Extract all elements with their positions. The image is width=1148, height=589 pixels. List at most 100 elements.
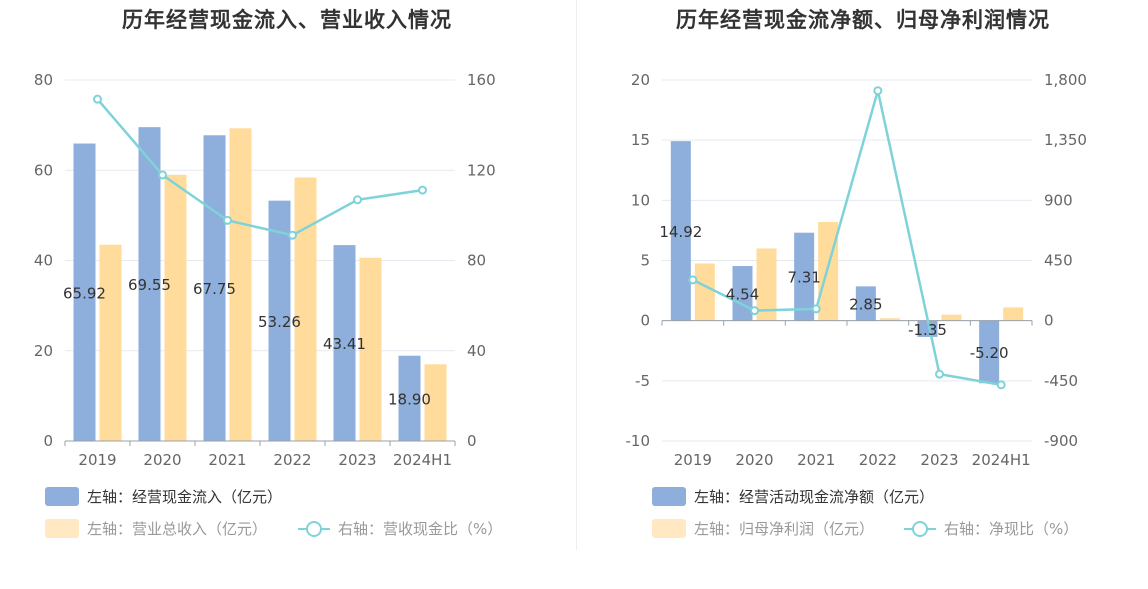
legend-item-revenue[interactable]: 左轴：营业总收入（亿元）: [45, 518, 267, 539]
ratio-point: [353, 195, 362, 205]
bar-data-label: 67.75: [193, 280, 236, 298]
bar-data-label: 53.26: [258, 313, 301, 331]
y-left-tick-label: 40: [34, 252, 53, 270]
bar-data-label: 43.41: [323, 335, 366, 353]
x-tick-label: 2024H1: [972, 451, 1031, 469]
legend-label: 左轴：经营活动现金流净额（亿元）: [694, 488, 935, 506]
bar: [73, 143, 96, 441]
y-right-tick-label: 80: [467, 252, 486, 270]
y-left-tick-label: 80: [34, 71, 53, 89]
x-tick-label: 2019: [674, 451, 712, 469]
bar: [979, 320, 1000, 384]
y-right-tick-label: 0: [1044, 312, 1054, 330]
y-right-tick-label: 450: [1044, 252, 1073, 270]
ratio-point: [223, 215, 232, 225]
x-tick-label: 2022: [273, 451, 311, 469]
bar: [879, 318, 900, 321]
bar: [229, 128, 252, 441]
bar: [794, 232, 815, 321]
legend-swatch: [652, 487, 686, 506]
bar-data-label: -1.35: [908, 321, 947, 339]
y-left-tick-label: 10: [631, 191, 650, 209]
x-tick-label: 2024H1: [393, 451, 452, 469]
bar-data-label: 4.54: [726, 285, 759, 303]
legend-item-cash-revenue-ratio[interactable]: 右轴：营收现金比（%）: [298, 518, 502, 539]
y-right-tick-label: 900: [1044, 191, 1073, 209]
bar-data-label: 18.90: [388, 390, 431, 408]
bar: [203, 135, 226, 441]
ratio-line: [692, 90, 1002, 387]
bar: [670, 141, 691, 321]
bar-data-label: 65.92: [63, 284, 106, 302]
y-right-tick-label: 160: [467, 71, 496, 89]
bar-data-label: 14.92: [659, 223, 702, 241]
bar: [99, 244, 122, 441]
legend-item-net-cash-flow[interactable]: 左轴：经营活动现金流净额（亿元）: [652, 486, 934, 507]
y-right-tick-label: -450: [1044, 372, 1078, 390]
bar-data-label: 2.85: [849, 296, 882, 314]
bar: [818, 221, 839, 321]
legend-label: 左轴：归母净利润（亿元）: [694, 520, 875, 538]
bar: [941, 314, 962, 321]
bar-data-label: -5.20: [970, 344, 1009, 362]
bar: [1003, 307, 1024, 321]
chart-title: 历年经营现金流入、营业收入情况: [122, 8, 452, 32]
legend-label: 右轴：净现比（%）: [944, 520, 1079, 538]
x-tick-label: 2019: [78, 451, 116, 469]
y-left-tick-label: 60: [34, 161, 53, 179]
ratio-point: [935, 369, 944, 379]
y-right-tick-label: 1,800: [1044, 71, 1087, 89]
ratio-point: [873, 86, 883, 96]
bar: [398, 355, 421, 441]
legend-item-net-profit[interactable]: 左轴：归母净利润（亿元）: [652, 518, 874, 539]
y-right-tick-label: 1,350: [1044, 131, 1087, 149]
x-tick-label: 2020: [735, 451, 773, 469]
y-right-tick-label: -900: [1044, 432, 1078, 450]
bar: [333, 245, 356, 441]
y-left-tick-label: 20: [631, 71, 650, 89]
bar: [359, 257, 382, 441]
bar: [424, 364, 447, 441]
bar: [756, 248, 777, 321]
legend-swatch: [45, 487, 79, 506]
ratio-point: [93, 94, 102, 104]
legend-item-net-cash-ratio[interactable]: 右轴：净现比（%）: [904, 518, 1078, 539]
y-left-tick-label: 20: [34, 342, 53, 360]
bar: [138, 127, 161, 441]
ratio-point: [418, 185, 427, 195]
legend-line-marker-icon: [298, 520, 330, 537]
y-right-tick-label: 120: [467, 161, 496, 179]
x-tick-label: 2021: [208, 451, 246, 469]
legend-swatch: [45, 519, 79, 538]
ratio-point: [288, 230, 297, 240]
chart-panel-cash-inflow: 历年经营现金流入、营业收入情况 0 0 20 40 40 80 60 120 80 160 2019…: [0, 0, 574, 560]
bar-data-label: 69.55: [128, 276, 171, 294]
bar-data-label: 7.31: [787, 269, 820, 287]
ratio-point: [996, 380, 1006, 390]
legend-item-cash-inflow[interactable]: 左轴：经营现金流入（亿元）: [45, 486, 282, 507]
y-right-tick-label: 40: [467, 342, 486, 360]
legend-swatch: [652, 519, 686, 538]
y-left-tick-label: 0: [640, 312, 650, 330]
panel-divider: [576, 0, 577, 550]
bar: [855, 286, 876, 321]
x-tick-label: 2020: [143, 451, 181, 469]
bar: [268, 200, 291, 441]
y-left-tick-label: 15: [631, 131, 650, 149]
x-tick-label: 2023: [338, 451, 376, 469]
bar: [917, 320, 938, 337]
x-tick-label: 2023: [920, 451, 958, 469]
chart-panel-net-cash-flow: 历年经营现金流净额、归母净利润情况 -10 -900 -5 -450 0 0 5 450 10 9…: [578, 0, 1148, 560]
y-left-tick-label: -10: [626, 432, 651, 450]
y-left-tick-label: 5: [640, 252, 650, 270]
ratio-point: [750, 306, 759, 316]
chart-title: 历年经营现金流净额、归母净利润情况: [676, 8, 1050, 32]
ratio-point: [158, 170, 167, 180]
y-left-tick-label: 0: [43, 432, 53, 450]
bar: [164, 174, 187, 441]
cash-inflow-revenue-chart: 0 0 20 40 40 80 60 120 80 160 2019 2020 2021 2022 2023…: [34, 71, 496, 469]
legend-label: 左轴：营业总收入（亿元）: [87, 520, 268, 538]
y-left-tick-label: -5: [635, 372, 650, 390]
bar: [294, 177, 317, 441]
bar: [694, 263, 715, 321]
